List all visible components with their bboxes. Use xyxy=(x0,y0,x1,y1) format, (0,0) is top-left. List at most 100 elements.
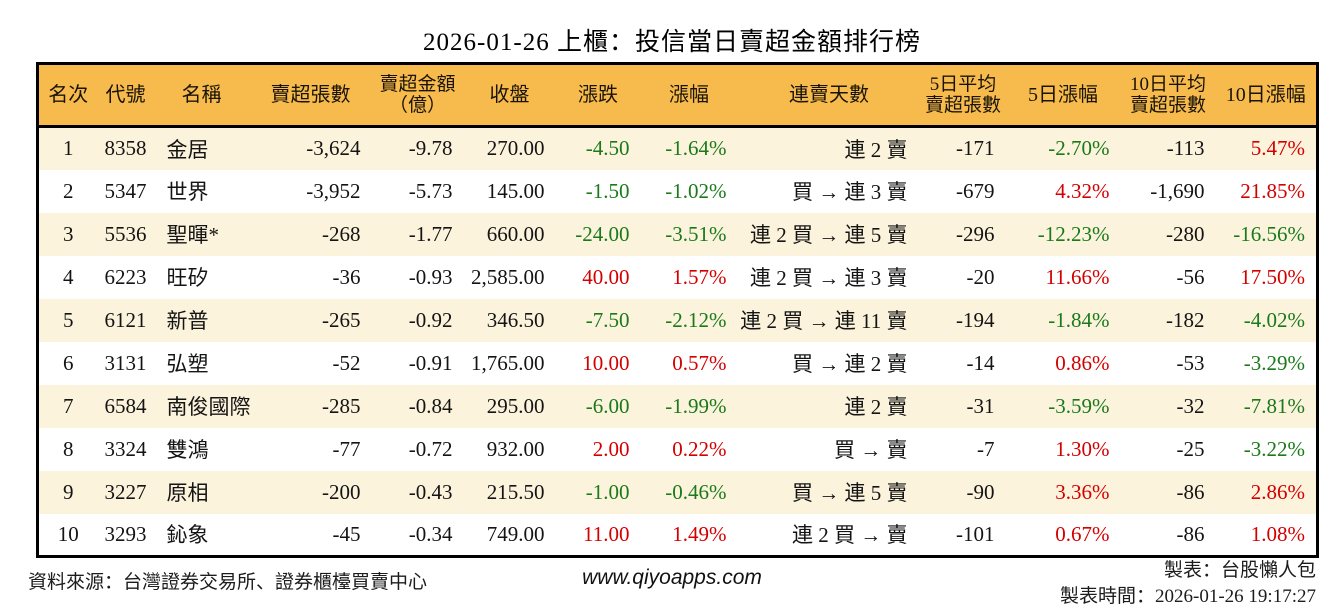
cell-change: -4.50 xyxy=(585,136,630,161)
cell-name: 世界 xyxy=(166,180,209,204)
header-row: 名次 代號 名稱 賣超張數 賣超金額 （億） 收盤 漲跌 漲幅 連賣天數 5日平均 賣超張數 5日漲幅 1… xyxy=(37,63,1318,128)
cell-name: 新普 xyxy=(166,309,209,333)
cell-change-pct: 0.57% xyxy=(672,350,727,375)
cell-avg10: -113 xyxy=(1166,136,1205,161)
cell-change: -1.00 xyxy=(585,479,630,504)
cell-sell-amount: -0.34 xyxy=(408,521,453,546)
cell-pct5: 3.36% xyxy=(1055,479,1110,504)
cell-avg5: -171 xyxy=(956,136,995,161)
credits-block: 製表：台股懶人包 製表時間：2026-01-26 19:17:27 xyxy=(1060,558,1316,610)
cell-change-pct: -3.51% xyxy=(665,221,727,246)
cell-change-pct: -1.64% xyxy=(665,136,727,161)
cell-name: 弘塑 xyxy=(166,352,209,376)
cell-change: 2.00 xyxy=(592,436,630,461)
made-time-label: 製表時間：2026-01-26 19:17:27 xyxy=(1060,586,1316,607)
cell-pct10: 1.08% xyxy=(1250,521,1305,546)
cell-code: 6121 xyxy=(104,307,147,332)
cell-change-pct: -2.12% xyxy=(665,307,727,332)
cell-name: 旺矽 xyxy=(166,266,209,290)
cell-sell-amount: -0.91 xyxy=(408,350,453,375)
cell-sell-amount: -5.73 xyxy=(408,178,453,203)
header-streak: 連賣天數 xyxy=(737,63,921,128)
cell-streak: 連 2 買 → 連 5 賣 xyxy=(750,223,908,247)
ranking-table: 名次 代號 名稱 賣超張數 賣超金額 （億） 收盤 漲跌 漲幅 連賣天數 5日平均 賣超張數 5日漲幅 1… xyxy=(36,62,1319,558)
data-source-note: 資料來源：台灣證券交易所、證券櫃檯買賣中心 xyxy=(28,572,428,593)
cell-pct10: 17.50% xyxy=(1240,264,1305,289)
cell-avg10: -56 xyxy=(1176,264,1205,289)
cell-change-pct: -1.02% xyxy=(665,178,727,203)
cell-avg5: -31 xyxy=(966,393,995,418)
cell-close: 145.00 xyxy=(486,178,545,203)
cell-close: 932.00 xyxy=(486,436,545,461)
header-pct10: 10日漲幅 xyxy=(1215,63,1318,128)
cell-sell-amount: -0.84 xyxy=(408,393,453,418)
cell-pct10: -4.02% xyxy=(1243,307,1305,332)
cell-rank: 8 xyxy=(63,436,74,461)
ranking-table-container: 名次 代號 名稱 賣超張數 賣超金額 （億） 收盤 漲跌 漲幅 連賣天數 5日平均 賣超張數 5日漲幅 1… xyxy=(36,62,1319,558)
cell-pct10: 21.85% xyxy=(1240,178,1305,203)
cell-avg5: -101 xyxy=(956,521,995,546)
cell-name: 原相 xyxy=(166,481,209,505)
cell-name: 雙鴻 xyxy=(166,438,209,462)
cell-sell-amount: -1.77 xyxy=(408,221,453,246)
cell-pct5: 0.86% xyxy=(1055,350,1110,375)
cell-sell-volume: -268 xyxy=(322,221,361,246)
header-change-pct: 漲幅 xyxy=(640,63,738,128)
cell-change: -7.50 xyxy=(585,307,630,332)
cell-code: 8358 xyxy=(104,136,147,161)
cell-avg5: -7 xyxy=(977,436,995,461)
table-header: 名次 代號 名稱 賣超張數 賣超金額 （億） 收盤 漲跌 漲幅 連賣天數 5日平均 賣超張數 5日漲幅 1… xyxy=(37,63,1318,128)
cell-code: 5347 xyxy=(104,178,147,203)
cell-sell-volume: -36 xyxy=(332,264,361,289)
cell-pct5: -3.59% xyxy=(1048,393,1110,418)
cell-streak: 連 2 買 → 連 11 賣 xyxy=(740,309,908,333)
cell-change: -1.50 xyxy=(585,178,630,203)
table-row: 10 3293 鈊象 -45 -0.34 749.00 11.00 1.49% 連 2 買 → … xyxy=(37,513,1318,557)
cell-change-pct: -1.99% xyxy=(665,393,727,418)
cell-pct10: -7.81% xyxy=(1243,393,1305,418)
cell-avg5: -296 xyxy=(956,221,995,246)
cell-code: 3227 xyxy=(104,479,147,504)
header-sell-volume: 賣超張數 xyxy=(249,63,372,128)
cell-sell-volume: -3,952 xyxy=(306,178,361,203)
header-change: 漲跌 xyxy=(555,63,641,128)
cell-close: 215.50 xyxy=(486,479,545,504)
cell-change: -6.00 xyxy=(585,393,630,418)
cell-code: 3131 xyxy=(104,350,147,375)
cell-rank: 2 xyxy=(63,178,74,203)
cell-change: -24.00 xyxy=(575,221,630,246)
cell-sell-volume: -285 xyxy=(322,393,361,418)
table-row: 2 5347 世界 -3,952 -5.73 145.00 -1.50 -1.02% 買 → 連… xyxy=(37,169,1318,213)
cell-sell-volume: -45 xyxy=(332,521,361,546)
cell-avg10: -86 xyxy=(1176,479,1205,504)
cell-code: 3293 xyxy=(104,521,147,546)
header-close: 收盤 xyxy=(463,63,556,128)
cell-rank: 1 xyxy=(63,136,74,161)
cell-pct5: -1.84% xyxy=(1048,307,1110,332)
cell-sell-amount: -0.72 xyxy=(408,436,453,461)
cell-avg10: -53 xyxy=(1176,350,1205,375)
cell-close: 295.00 xyxy=(486,393,545,418)
cell-avg5: -90 xyxy=(966,479,995,504)
header-pct5: 5日漲幅 xyxy=(1005,63,1121,128)
cell-streak: 連 2 買 → 賣 xyxy=(792,523,908,548)
cell-close: 346.50 xyxy=(486,307,545,332)
cell-avg10: -280 xyxy=(1166,221,1205,246)
cell-code: 6223 xyxy=(104,264,147,289)
header-name: 名稱 xyxy=(153,63,250,128)
cell-rank: 3 xyxy=(63,221,74,246)
table-row: 7 6584 南俊國際 -285 -0.84 295.00 -6.00 -1.99% 連 2 賣… xyxy=(37,384,1318,428)
cell-name: 南俊國際 xyxy=(166,395,251,419)
cell-rank: 10 xyxy=(57,521,79,546)
cell-pct10: -3.29% xyxy=(1243,350,1305,375)
cell-change: 40.00 xyxy=(582,264,630,289)
cell-streak: 連 2 賣 xyxy=(844,137,908,162)
cell-sell-amount: -0.43 xyxy=(408,479,453,504)
cell-avg5: -14 xyxy=(966,350,995,375)
cell-pct5: 0.67% xyxy=(1055,521,1110,546)
cell-change-pct: 0.22% xyxy=(672,436,727,461)
cell-pct5: 4.32% xyxy=(1055,178,1110,203)
cell-change-pct: 1.57% xyxy=(672,264,727,289)
cell-close: 1,765.00 xyxy=(471,350,545,375)
